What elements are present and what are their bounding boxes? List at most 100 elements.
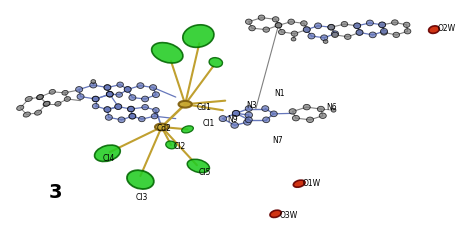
Ellipse shape: [107, 91, 113, 97]
Ellipse shape: [155, 124, 168, 130]
Ellipse shape: [179, 101, 192, 108]
Ellipse shape: [115, 104, 122, 110]
Ellipse shape: [331, 31, 338, 37]
Ellipse shape: [278, 29, 285, 35]
Ellipse shape: [320, 35, 328, 41]
Ellipse shape: [64, 97, 71, 101]
Ellipse shape: [36, 95, 44, 100]
Text: Cd1: Cd1: [197, 103, 212, 112]
Ellipse shape: [262, 106, 269, 111]
Ellipse shape: [107, 91, 113, 97]
Ellipse shape: [55, 101, 61, 106]
Ellipse shape: [273, 17, 279, 22]
Ellipse shape: [323, 40, 328, 43]
Ellipse shape: [275, 23, 282, 28]
Ellipse shape: [328, 25, 335, 30]
Ellipse shape: [124, 87, 131, 92]
Ellipse shape: [187, 159, 210, 173]
Ellipse shape: [232, 110, 240, 116]
Ellipse shape: [17, 105, 24, 110]
Ellipse shape: [104, 85, 111, 90]
Text: O3W: O3W: [279, 211, 298, 220]
Ellipse shape: [319, 113, 326, 119]
Ellipse shape: [128, 106, 134, 112]
Ellipse shape: [182, 126, 193, 133]
Ellipse shape: [263, 117, 270, 123]
Ellipse shape: [354, 23, 361, 29]
Ellipse shape: [381, 30, 387, 35]
Ellipse shape: [345, 34, 351, 39]
Ellipse shape: [393, 32, 400, 38]
Ellipse shape: [291, 38, 296, 41]
Ellipse shape: [138, 116, 145, 122]
Text: N1: N1: [275, 89, 285, 98]
Ellipse shape: [43, 101, 50, 106]
Ellipse shape: [369, 32, 376, 38]
Ellipse shape: [275, 23, 282, 28]
Ellipse shape: [25, 97, 32, 102]
Ellipse shape: [76, 87, 82, 92]
Ellipse shape: [150, 85, 156, 90]
Ellipse shape: [245, 112, 253, 118]
Ellipse shape: [129, 113, 136, 119]
Ellipse shape: [44, 101, 50, 106]
Text: N6: N6: [327, 103, 337, 112]
Text: Cl2: Cl2: [173, 142, 186, 151]
Text: N3: N3: [246, 101, 257, 110]
Ellipse shape: [289, 109, 296, 114]
Ellipse shape: [270, 111, 277, 117]
Ellipse shape: [153, 92, 159, 98]
Ellipse shape: [92, 104, 99, 109]
Ellipse shape: [92, 96, 99, 102]
Ellipse shape: [231, 122, 238, 128]
Ellipse shape: [91, 80, 96, 83]
Ellipse shape: [115, 104, 121, 109]
Ellipse shape: [379, 22, 385, 27]
Ellipse shape: [245, 106, 252, 111]
Ellipse shape: [105, 114, 112, 120]
Ellipse shape: [116, 92, 122, 97]
Ellipse shape: [124, 87, 131, 92]
Ellipse shape: [104, 85, 111, 90]
Ellipse shape: [104, 107, 111, 112]
Ellipse shape: [366, 20, 374, 26]
Text: O1W: O1W: [303, 179, 321, 188]
Ellipse shape: [129, 113, 136, 119]
Ellipse shape: [233, 111, 239, 116]
Ellipse shape: [92, 96, 99, 102]
Text: Cl4: Cl4: [103, 154, 115, 163]
Ellipse shape: [403, 22, 410, 27]
Ellipse shape: [137, 83, 144, 89]
Ellipse shape: [392, 20, 398, 25]
Ellipse shape: [128, 106, 135, 112]
Ellipse shape: [94, 145, 120, 161]
Ellipse shape: [90, 82, 97, 88]
Ellipse shape: [118, 117, 125, 123]
Ellipse shape: [356, 30, 363, 35]
Ellipse shape: [142, 96, 149, 102]
Ellipse shape: [428, 26, 439, 33]
Ellipse shape: [142, 105, 148, 110]
Ellipse shape: [303, 27, 310, 32]
Ellipse shape: [308, 33, 315, 39]
Ellipse shape: [258, 15, 265, 20]
Ellipse shape: [332, 32, 338, 38]
Ellipse shape: [331, 108, 336, 112]
Text: Cl5: Cl5: [198, 168, 211, 177]
Ellipse shape: [307, 117, 314, 122]
Ellipse shape: [166, 141, 176, 149]
Ellipse shape: [37, 95, 43, 99]
Ellipse shape: [291, 31, 298, 36]
Ellipse shape: [153, 108, 159, 113]
Ellipse shape: [245, 117, 252, 123]
Ellipse shape: [288, 19, 294, 24]
Text: Cd2: Cd2: [157, 124, 172, 133]
Ellipse shape: [318, 106, 324, 112]
Ellipse shape: [104, 107, 111, 112]
Ellipse shape: [293, 180, 305, 187]
Ellipse shape: [244, 119, 251, 125]
Text: Cl3: Cl3: [136, 193, 148, 202]
Ellipse shape: [106, 91, 113, 97]
Ellipse shape: [381, 28, 388, 34]
Ellipse shape: [303, 104, 310, 110]
